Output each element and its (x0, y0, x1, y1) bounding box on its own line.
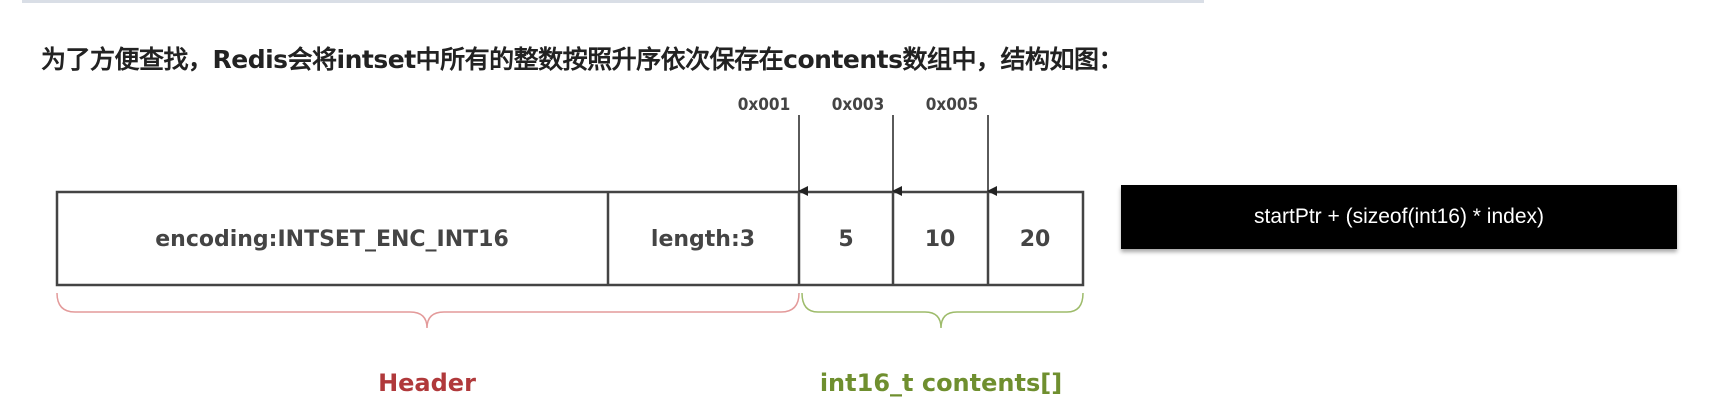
content-cell: 5 (838, 227, 853, 252)
address-label: 0x001 (738, 95, 790, 115)
page-title: 为了方便查找，Redis会将intset中所有的整数按照升序依次保存在conte… (41, 45, 1124, 74)
contents-label: int16_t contents[] (820, 369, 1062, 397)
length-cell: length:3 (651, 227, 755, 252)
encoding-cell: encoding:INTSET_ENC_INT16 (155, 227, 509, 252)
header-label: Header (378, 369, 476, 397)
content-cell: 10 (925, 227, 956, 252)
formula-box: startPtr + (sizeof(int16) * index) (1121, 185, 1677, 249)
intset-box (55, 190, 1085, 287)
contents-brace (801, 292, 1084, 329)
header-brace (56, 292, 800, 329)
address-label: 0x003 (832, 95, 884, 115)
content-cell: 20 (1020, 227, 1051, 252)
top-divider (22, 0, 1204, 3)
address-label: 0x005 (926, 95, 978, 115)
